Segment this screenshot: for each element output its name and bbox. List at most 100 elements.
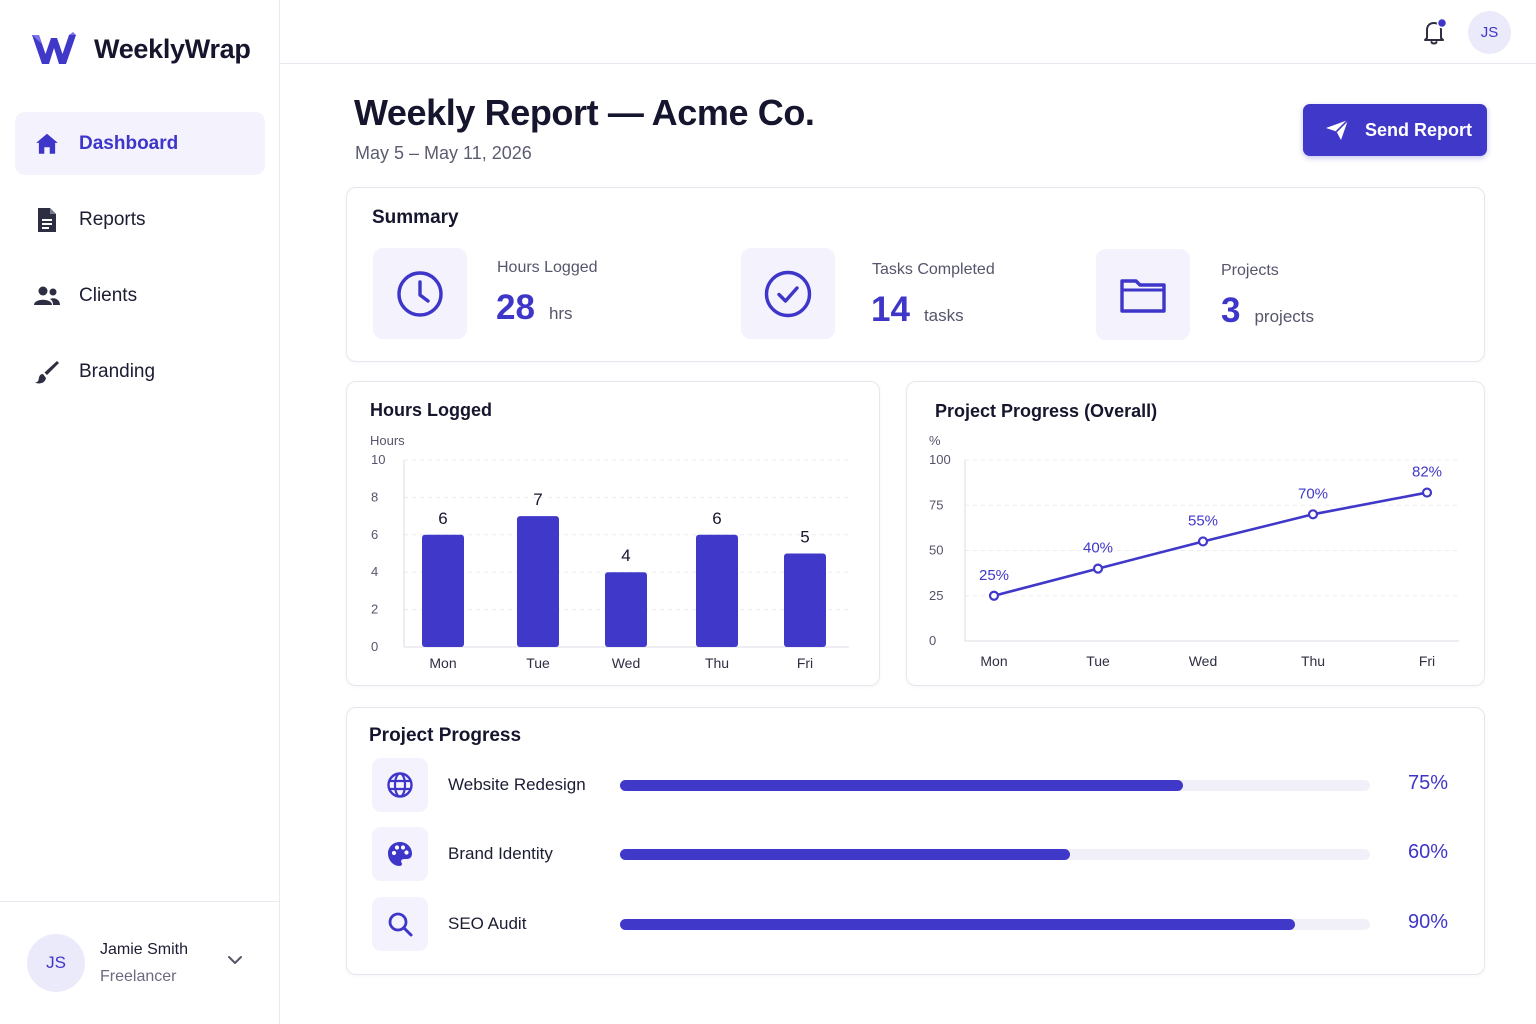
avatar[interactable]: JS xyxy=(1468,11,1511,54)
stat-value-tasks: 14 tasks xyxy=(871,290,964,330)
progress-fill xyxy=(620,780,1183,791)
sidebar: WeeklyWrap Dashboard Reports Clients Bra… xyxy=(0,0,280,1024)
project-row-website[interactable]: Website Redesign 75% xyxy=(372,758,1462,812)
data-label: 4 xyxy=(621,546,630,565)
bar xyxy=(605,572,647,647)
palette-icon xyxy=(388,842,412,866)
project-progress-title: Project Progress xyxy=(369,725,522,746)
bar xyxy=(696,534,738,647)
series-line xyxy=(993,491,1428,598)
data-label: 55% xyxy=(1188,512,1218,529)
notification-bell-icon[interactable] xyxy=(1418,16,1450,48)
y-tick-label: 25 xyxy=(929,588,943,603)
x-tick-label: Fri xyxy=(797,655,813,671)
check-circle-icon xyxy=(764,270,812,317)
sidebar-item-label: Dashboard xyxy=(79,132,179,154)
stat-label-hours: Hours Logged xyxy=(497,259,598,276)
project-name: Brand Identity xyxy=(448,844,553,863)
sidebar-nav: Dashboard Reports Clients Branding xyxy=(15,112,265,416)
y-axis-label: % xyxy=(929,433,941,448)
x-tick-label: Mon xyxy=(429,655,456,671)
sidebar-item-dashboard[interactable]: Dashboard xyxy=(15,112,265,175)
search-icon xyxy=(388,912,413,937)
data-label: 6 xyxy=(712,509,721,528)
bar xyxy=(784,553,826,647)
y-tick-label: 100 xyxy=(929,452,951,467)
x-tick-label: Tue xyxy=(1086,653,1110,669)
stat-label-projects: Projects xyxy=(1221,262,1279,279)
sidebar-item-branding[interactable]: Branding xyxy=(15,340,265,403)
progress-track xyxy=(620,849,1370,860)
clock-icon xyxy=(397,270,443,317)
project-row-seo[interactable]: SEO Audit 90% xyxy=(372,897,1462,951)
y-tick-label: 10 xyxy=(371,452,385,467)
stat-value-hours: 28 hrs xyxy=(496,288,573,328)
summary-title: Summary xyxy=(372,207,459,228)
globe-icon xyxy=(387,772,413,798)
y-tick-label: 8 xyxy=(371,489,378,504)
document-icon xyxy=(33,206,61,234)
progress-fill xyxy=(620,849,1070,860)
progress-track xyxy=(620,919,1370,930)
weeklywrap-logo-icon xyxy=(32,32,76,64)
stat-number: 28 xyxy=(496,288,535,327)
sidebar-item-clients[interactable]: Clients xyxy=(15,264,265,327)
sidebar-item-reports[interactable]: Reports xyxy=(15,188,265,251)
hours-bar-chart: Hours Logged Hours 0 2 4 6 8 10 Mon Tue Wed Thu F… xyxy=(370,400,849,671)
data-label: 70% xyxy=(1298,485,1328,502)
summary-card: Summary Hours Logged 28 hrs Tasks Comple… xyxy=(346,187,1485,362)
progress-track xyxy=(620,780,1370,791)
x-tick-label: Thu xyxy=(1301,653,1325,669)
send-report-label: Send Report xyxy=(1365,119,1473,140)
progress-line-chart: Project Progress (Overall) % 0255075100 … xyxy=(929,401,1459,669)
brush-icon xyxy=(33,358,61,386)
app-logo[interactable]: WeeklyWrap xyxy=(30,30,251,68)
proj-icon-box xyxy=(372,758,428,812)
stat-label-tasks: Tasks Completed xyxy=(872,261,995,278)
user-profile[interactable]: JS Jamie Smith Freelancer xyxy=(0,901,279,1024)
chart-title: Hours Logged xyxy=(370,400,492,420)
stat-number: 3 xyxy=(1221,291,1241,330)
y-tick-label: 0 xyxy=(929,633,936,648)
y-tick-label: 4 xyxy=(371,564,378,579)
send-report-button[interactable]: Send Report xyxy=(1303,104,1487,156)
project-name: Website Redesign xyxy=(448,775,586,794)
topbar: JS xyxy=(280,0,1536,64)
x-tick-label: Thu xyxy=(705,655,729,671)
data-point xyxy=(1307,509,1319,520)
progress-percent: 60% xyxy=(1407,841,1448,863)
stat-unit: projects xyxy=(1254,307,1314,326)
progress-fill xyxy=(620,919,1295,930)
user-name: Jamie Smith xyxy=(100,940,189,958)
stat-icon-box xyxy=(741,248,835,339)
chevron-down-icon[interactable] xyxy=(226,954,244,966)
proj-icon-box xyxy=(372,897,428,951)
stat-value-projects: 3 projects xyxy=(1221,291,1314,331)
sidebar-item-label: Branding xyxy=(79,360,156,382)
hours-chart-card: Hours Logged Hours 0 2 4 6 8 10 Mon Tue Wed Thu F… xyxy=(346,381,880,686)
home-icon xyxy=(33,130,61,158)
progress-percent: 75% xyxy=(1407,772,1448,794)
data-label: 40% xyxy=(1083,540,1113,557)
proj-icon-box xyxy=(372,827,428,881)
data-label: 7 xyxy=(533,490,542,509)
data-label: 25% xyxy=(979,567,1009,584)
stat-icon-box xyxy=(1096,249,1190,340)
sidebar-item-label: Clients xyxy=(79,284,138,306)
x-tick-label: Fri xyxy=(1419,653,1435,669)
chart-title: Project Progress (Overall) xyxy=(935,401,1157,421)
data-label: 82% xyxy=(1412,464,1442,481)
stat-icon-box xyxy=(373,248,467,339)
stat-unit: hrs xyxy=(548,304,573,323)
sidebar-item-label: Reports xyxy=(79,208,146,230)
bar xyxy=(422,534,464,647)
data-point xyxy=(1421,487,1433,498)
user-meta: Jamie Smith Freelancer xyxy=(100,941,188,986)
data-label: 5 xyxy=(800,528,809,547)
user-role: Freelancer xyxy=(100,967,177,985)
bar xyxy=(517,516,559,647)
data-point xyxy=(1197,536,1209,547)
project-row-brand[interactable]: Brand Identity 60% xyxy=(372,827,1462,881)
y-tick-label: 2 xyxy=(371,602,378,617)
progress-chart-card: Project Progress (Overall) % 0 25 50 75 100 … xyxy=(906,381,1485,686)
